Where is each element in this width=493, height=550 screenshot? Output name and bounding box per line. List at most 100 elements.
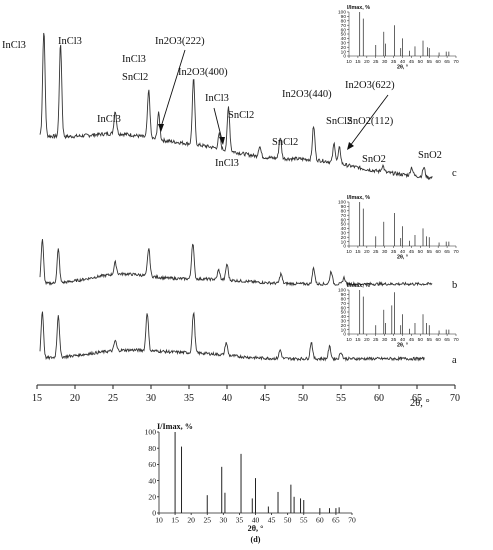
annotation-in2o3-222: In2O3(222) xyxy=(155,36,205,47)
main-x-tick-label: 45 xyxy=(260,393,270,404)
stick-y-tick-label: 30 xyxy=(341,40,347,46)
stick-x-tick-label: 55 xyxy=(427,59,433,65)
main-x-tick-label: 65 xyxy=(412,393,422,404)
stick-y-tick-label: 100 xyxy=(338,288,346,294)
main-x-tick-label: 15 xyxy=(32,393,42,404)
stick-y-tick-label: 40 xyxy=(148,476,156,485)
main-x-tick-label: 60 xyxy=(374,393,384,404)
annotation-in2o3-622: In2O3(622) xyxy=(345,80,395,91)
stick-y-tick-label: 80 xyxy=(341,208,347,214)
annotation-arrowhead-622 xyxy=(347,142,354,150)
stick-y-tick-label: 60 xyxy=(148,460,156,469)
stick-x-tick-label: 70 xyxy=(453,59,459,65)
stick-x-tick-label: 40 xyxy=(252,516,260,525)
stick-y-tick-label: 20 xyxy=(148,492,156,501)
main-x-axis-label: 2θ, ° xyxy=(410,398,430,409)
stick-y-axis-label: I/Imax, % xyxy=(347,195,370,201)
stick-y-tick-label: 70 xyxy=(341,213,347,219)
xrd-series-c xyxy=(39,32,433,181)
annotation-incl3-1: InCl3 xyxy=(2,40,26,51)
annotation-incl3-4: InCl3 xyxy=(122,54,146,65)
stick-y-tick-label: 0 xyxy=(343,54,346,60)
stick-x-tick-label: 20 xyxy=(364,337,370,343)
stick-x-tick-label: 25 xyxy=(373,59,379,65)
stick-y-tick-label: 50 xyxy=(341,32,347,38)
stick-x-tick-label: 50 xyxy=(418,59,424,65)
main-x-tick-label: 70 xyxy=(450,393,460,404)
stick-y-tick-label: 80 xyxy=(148,444,156,453)
main-x-tick-label: 25 xyxy=(108,393,118,404)
stick-y-tick-label: 40 xyxy=(341,36,347,42)
main-series-group xyxy=(39,32,433,362)
stick-x-tick-label: 25 xyxy=(203,516,211,525)
stick-y-tick-label: 100 xyxy=(145,428,157,437)
annotation-incl3-6: InCl3 xyxy=(215,158,239,169)
annotation-arrowhead-222 xyxy=(158,124,164,132)
stick-x-tick-label: 70 xyxy=(453,337,459,343)
main-x-tick-label: 50 xyxy=(298,393,308,404)
stick-x-axis-label: 2θ, ° xyxy=(397,65,408,71)
stick-x-tick-label: 60 xyxy=(435,337,441,343)
main-x-tick-label: 35 xyxy=(184,393,194,404)
annotation-incl3-5: InCl3 xyxy=(205,93,229,104)
stick-x-tick-label: 45 xyxy=(409,59,415,65)
stick-y-tick-label: 50 xyxy=(341,222,347,228)
stick-x-tick-label: 35 xyxy=(236,516,244,525)
stick-x-tick-label: 55 xyxy=(427,249,433,255)
stick-y-tick-label: 0 xyxy=(152,509,156,518)
stick-y-tick-label: 60 xyxy=(341,27,347,33)
stick-y-tick-label: 70 xyxy=(341,23,347,29)
annotation-in2o3-440: In2O3(440) xyxy=(282,89,332,100)
stick-y-tick-label: 30 xyxy=(341,230,347,236)
stick-x-tick-label: 30 xyxy=(220,516,228,525)
annotation-in2o3-400: In2O3(400) xyxy=(178,67,228,78)
stick-x-tick-label: 55 xyxy=(427,337,433,343)
main-x-tick-label: 30 xyxy=(146,393,156,404)
stick-x-axis-label: 2θ, ° xyxy=(397,255,408,261)
stick-y-tick-label: 60 xyxy=(341,305,347,311)
stick-y-tick-label: 10 xyxy=(341,239,347,245)
annotation-sncl2-3: SnCl2 xyxy=(272,137,298,148)
stick-y-tick-label: 10 xyxy=(341,49,347,55)
peak-annotations: InCl3 InCl3 InCl3 InCl3 SnCl2 In2O3(222)… xyxy=(2,36,442,169)
stick-x-tick-label: 40 xyxy=(400,249,406,255)
annotation-arrowhead-incl3-5 xyxy=(219,137,225,145)
main-x-ticks: 15 20 25 30 35 40 45 50 55 60 65 70 xyxy=(32,385,460,404)
annotation-arrow-222 xyxy=(160,49,186,128)
main-xrd-panel: 15 20 25 30 35 40 45 50 55 60 65 70 cba 2θ, ° xyxy=(32,32,460,409)
stick-y-tick-label: 20 xyxy=(341,235,347,241)
stick-x-tick-label: 10 xyxy=(346,249,352,255)
stick-y-tick-label: 0 xyxy=(343,244,346,250)
annotation-incl3-2: InCl3 xyxy=(58,36,82,47)
stick-x-tick-label: 70 xyxy=(348,516,356,525)
stick-x-tick-label: 25 xyxy=(373,249,379,255)
stick-x-tick-label: 35 xyxy=(391,337,397,343)
annotation-sncl2-4: SnCl2 xyxy=(326,116,352,127)
annotation-arrow-incl3-5 xyxy=(213,107,223,141)
stick-x-tick-label: 30 xyxy=(382,59,388,65)
stick-x-tick-label: 30 xyxy=(382,337,388,343)
annotation-arrow-622 xyxy=(349,94,389,147)
stick-y-axis-label: I/Imax, % xyxy=(157,422,193,431)
stick-x-tick-label: 55 xyxy=(300,516,308,525)
stick-x-axis-label: 2θ, ° xyxy=(248,524,264,533)
stick-x-tick-label: 70 xyxy=(453,249,459,255)
stick-pattern-panel-d: 0 20 40 60 80 100 10 15 20 25 30 35 40 45 50 55 60 65 70 I/… xyxy=(145,422,356,544)
stick-x-tick-label: 40 xyxy=(400,337,406,343)
stick-x-tick-label: 20 xyxy=(187,516,195,525)
stick-x-tick-label: 15 xyxy=(355,59,361,65)
stick-y-tick-label: 10 xyxy=(341,327,347,333)
stick-y-tick-label: 80 xyxy=(341,18,347,24)
stick-x-tick-label: 35 xyxy=(391,249,397,255)
stick-x-tick-label: 15 xyxy=(171,516,179,525)
stick-y-tick-label: 20 xyxy=(341,323,347,329)
stick-y-tick-label: 100 xyxy=(338,10,346,16)
stick-x-tick-label: 25 xyxy=(373,337,379,343)
main-x-tick-label: 20 xyxy=(70,393,80,404)
stick-x-tick-label: 45 xyxy=(268,516,276,525)
annotation-sno2-2: SnO2 xyxy=(418,150,442,161)
annotation-sncl2-1: SnCl2 xyxy=(122,72,148,83)
